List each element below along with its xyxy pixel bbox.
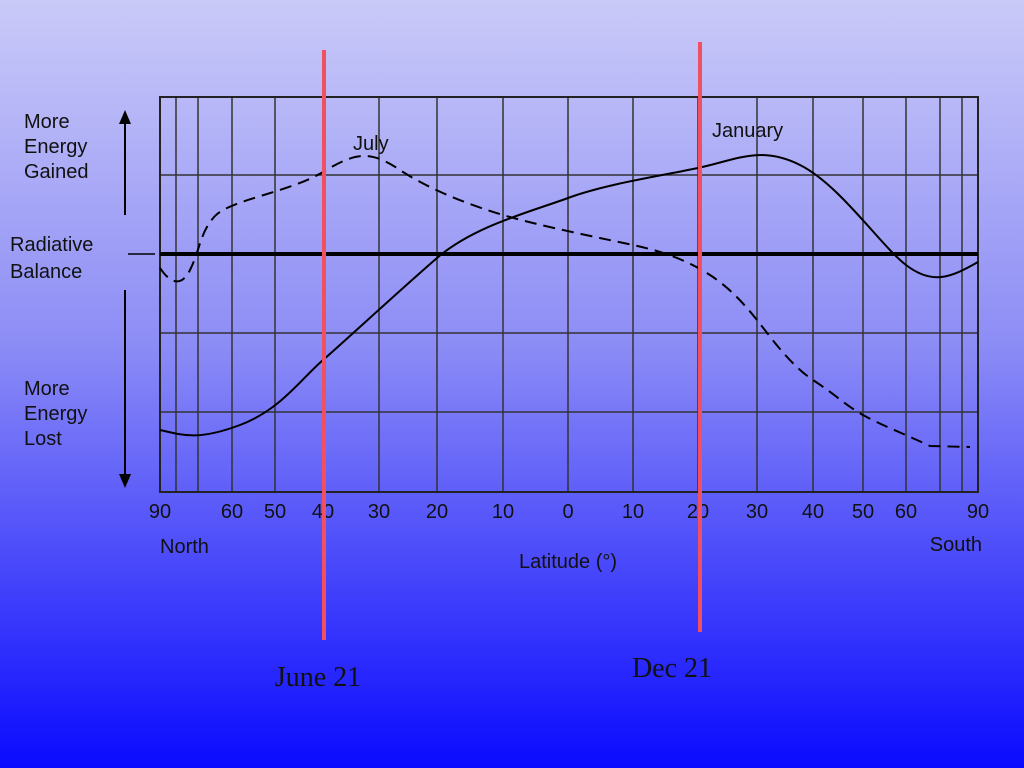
july-curve xyxy=(159,155,971,448)
x-tick-label: 90 xyxy=(967,501,989,523)
balance-label-2: Balance xyxy=(10,261,82,283)
june-marker-label: June 21 xyxy=(275,662,361,693)
axis-title: Latitude (°) xyxy=(519,551,617,573)
january-label: January xyxy=(712,120,783,142)
up-arrow-head xyxy=(119,110,131,124)
x-tick-label: 10 xyxy=(492,501,514,523)
gained-label-3: Gained xyxy=(24,161,89,183)
lost-label-2: Energy xyxy=(24,403,87,425)
grid xyxy=(160,97,978,492)
north-label: North xyxy=(160,536,209,558)
x-tick-label: 90 xyxy=(149,501,171,523)
x-tick-label: 60 xyxy=(221,501,243,523)
x-tick-label: 50 xyxy=(264,501,286,523)
dec-marker-label: Dec 21 xyxy=(632,653,712,684)
south-label: South xyxy=(930,534,982,556)
x-tick-label: 30 xyxy=(368,501,390,523)
x-tick-label: 10 xyxy=(622,501,644,523)
lost-label-3: Lost xyxy=(24,428,62,450)
x-tick-label: 20 xyxy=(426,501,448,523)
gained-label-2: Energy xyxy=(24,136,87,158)
x-tick-label: 50 xyxy=(852,501,874,523)
x-ticks: 90605040302010010203040506090 xyxy=(149,501,989,523)
gained-label-1: More xyxy=(24,111,70,133)
july-label: July xyxy=(353,133,389,155)
january-curve xyxy=(159,154,979,437)
plot-frame xyxy=(159,96,979,493)
x-tick-label: 0 xyxy=(562,501,573,523)
x-tick-label: 30 xyxy=(746,501,768,523)
down-arrow-head xyxy=(119,474,131,488)
lost-label-1: More xyxy=(24,378,70,400)
x-tick-label: 40 xyxy=(802,501,824,523)
x-tick-label: 60 xyxy=(895,501,917,523)
balance-label-1: Radiative xyxy=(10,234,93,256)
